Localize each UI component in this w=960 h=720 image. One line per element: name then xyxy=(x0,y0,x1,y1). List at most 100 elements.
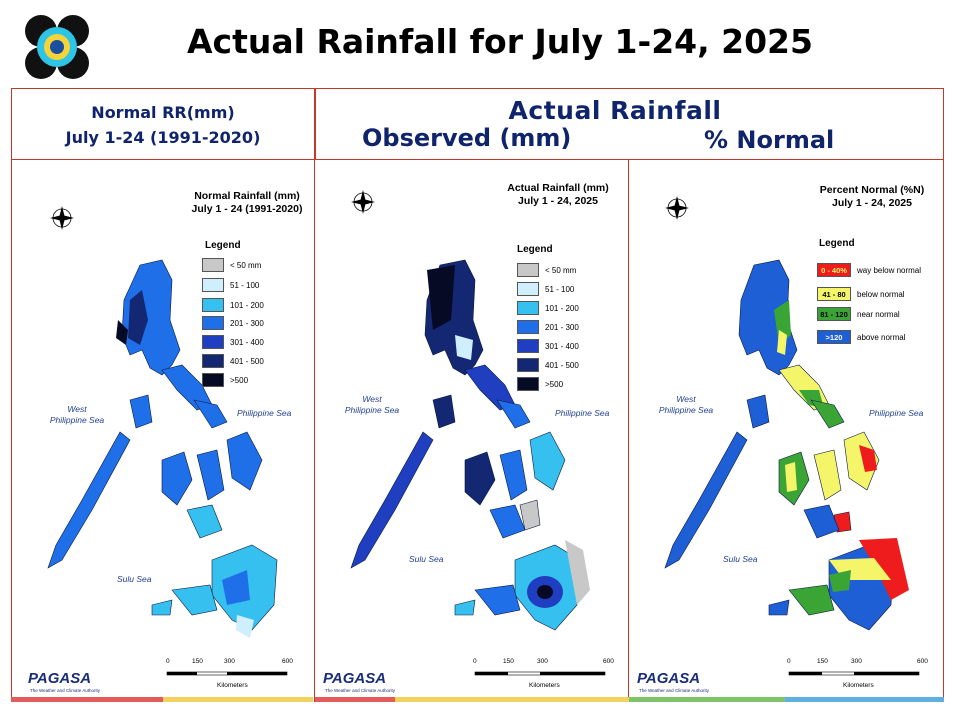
pagasa-brand: PAGASA xyxy=(637,670,701,687)
normal-header-box xyxy=(11,88,315,160)
legend-item: 401 - 500 xyxy=(202,354,264,368)
footer-stripe-green xyxy=(629,697,785,702)
west-philippine-sea-label: West Philippine Sea xyxy=(651,394,721,416)
legend-label: above normal xyxy=(857,332,906,342)
percent-legend-title: Legend xyxy=(819,238,855,249)
pagasa-tagline: The Weather and Climate Authority xyxy=(30,688,100,693)
legend-item: 201 - 300 xyxy=(202,316,264,330)
sea-label-line: West xyxy=(676,394,696,404)
actual-rainfall-map xyxy=(350,190,590,631)
footer-stripe-red-mid xyxy=(315,697,395,702)
normal-heading-line2: July 1-24 (1991-2020) xyxy=(65,128,261,147)
scale-tick: 600 xyxy=(917,658,928,665)
scale-bar xyxy=(788,671,920,676)
percent-map-title-line2: July 1 - 24, 2025 xyxy=(832,197,912,209)
compass-icon xyxy=(351,190,375,214)
sea-label-line: Philippine Sea xyxy=(344,405,400,415)
normal-map-title-line1: Normal Rainfall (mm) xyxy=(194,190,300,202)
legend-item: 301 - 400 xyxy=(517,339,579,353)
scale-unit: Kilometers xyxy=(529,682,560,689)
observed-heading: Observed (mm) xyxy=(362,124,572,152)
scale-tick: 0 xyxy=(166,658,170,665)
pagasa-brand: PAGASA xyxy=(28,670,92,687)
actual-header-box xyxy=(315,88,944,160)
footer-stripe-yellow xyxy=(395,697,630,702)
scale-tick: 600 xyxy=(282,658,293,665)
normal-legend-title: Legend xyxy=(205,240,241,251)
scale-bar xyxy=(166,671,288,676)
compass-icon xyxy=(50,206,74,230)
legend-label: below normal xyxy=(857,289,905,299)
west-philippine-sea-label: West Philippine Sea xyxy=(337,394,407,416)
legend-item: 51 - 100 xyxy=(517,282,574,296)
legend-label: 51 - 100 xyxy=(545,284,575,294)
philippine-sea-label: Philippine Sea xyxy=(869,408,924,418)
legend-swatch xyxy=(517,377,539,391)
normal-map-title-line2: July 1 - 24 (1991-2020) xyxy=(191,203,303,215)
legend-swatch xyxy=(202,373,224,387)
legend-item: 101 - 200 xyxy=(202,298,264,312)
actual-map-title: Actual Rainfall (mm) July 1 - 24, 2025 xyxy=(493,182,623,208)
percent-normal-map-panel: Percent Normal (%N) July 1 - 24, 2025 Le… xyxy=(629,160,944,702)
scale-tick: 0 xyxy=(787,658,791,665)
normal-rr-heading: Normal RR(mm) July 1-24 (1991-2020) xyxy=(11,100,315,150)
legend-item: 51 - 100 xyxy=(202,278,259,292)
pagasa-logo xyxy=(24,14,90,80)
percent-map-title-line1: Percent Normal (%N) xyxy=(819,184,925,196)
sea-label-line: Philippine Sea xyxy=(49,415,105,425)
percent-normal-map xyxy=(664,196,909,631)
pagasa-brand: PAGASA xyxy=(323,670,387,687)
legend-swatch xyxy=(517,358,539,372)
legend-label: 51 - 100 xyxy=(230,280,260,290)
legend-label: >500 xyxy=(230,375,249,385)
actual-rainfall-map-panel: Actual Rainfall (mm) July 1 - 24, 2025 L… xyxy=(315,160,629,702)
actual-rainfall-heading: Actual Rainfall xyxy=(508,96,722,125)
legend-label: 401 - 500 xyxy=(230,356,264,366)
philippine-sea-label: Philippine Sea xyxy=(237,408,292,418)
sea-label-line: Philippine Sea xyxy=(658,405,714,415)
legend-swatch xyxy=(517,339,539,353)
scale-unit: Kilometers xyxy=(843,682,874,689)
legend-swatch xyxy=(517,263,539,277)
legend-label: >500 xyxy=(545,379,564,389)
legend-swatch: >120 xyxy=(817,330,851,344)
legend-swatch: 81 - 120 xyxy=(817,307,851,321)
pagasa-tagline: The Weather and Climate Authority xyxy=(639,688,709,693)
legend-item: 0 - 40% way below normal xyxy=(817,263,921,277)
legend-swatch xyxy=(517,282,539,296)
pagasa-tagline: The Weather and Climate Authority xyxy=(325,688,395,693)
scale-bar xyxy=(474,671,606,676)
scale-tick: 600 xyxy=(603,658,614,665)
compass-icon xyxy=(665,196,689,220)
legend-swatch xyxy=(202,354,224,368)
sulu-sea-label: Sulu Sea xyxy=(409,554,444,564)
normal-rainfall-map-panel: Normal Rainfall (mm) July 1 - 24 (1991-2… xyxy=(11,160,315,702)
legend-swatch xyxy=(202,278,224,292)
footer-stripe-yellow-left xyxy=(163,697,313,702)
legend-item: 101 - 200 xyxy=(517,301,579,315)
legend-swatch: 41 - 80 xyxy=(817,287,851,301)
legend-label: < 50 mm xyxy=(230,260,262,270)
legend-item: >500 xyxy=(517,377,563,391)
normal-map-title: Normal Rainfall (mm) July 1 - 24 (1991-2… xyxy=(182,190,312,216)
actual-map-title-line1: Actual Rainfall (mm) xyxy=(507,182,609,194)
normal-heading-line1: Normal RR(mm) xyxy=(91,103,235,122)
legend-label: 201 - 300 xyxy=(230,318,264,328)
legend-item: < 50 mm xyxy=(517,263,576,277)
legend-item: >500 xyxy=(202,373,248,387)
percent-normal-heading: % Normal xyxy=(704,126,835,154)
footer-stripe-blue xyxy=(785,697,944,702)
sulu-sea-label: Sulu Sea xyxy=(723,554,758,564)
legend-label: 101 - 200 xyxy=(545,303,579,313)
legend-label: 201 - 300 xyxy=(545,322,579,332)
legend-label: way below normal xyxy=(857,265,922,275)
legend-item: 81 - 120 near normal xyxy=(817,307,900,321)
legend-swatch xyxy=(517,301,539,315)
legend-swatch xyxy=(202,258,224,272)
legend-item: 301 - 400 xyxy=(202,335,264,349)
scale-unit: Kilometers xyxy=(217,682,248,689)
legend-swatch xyxy=(202,335,224,349)
legend-label: 101 - 200 xyxy=(230,300,264,310)
west-philippine-sea-label: West Philippine Sea xyxy=(42,404,112,426)
scale-tick: 150 xyxy=(817,658,828,665)
